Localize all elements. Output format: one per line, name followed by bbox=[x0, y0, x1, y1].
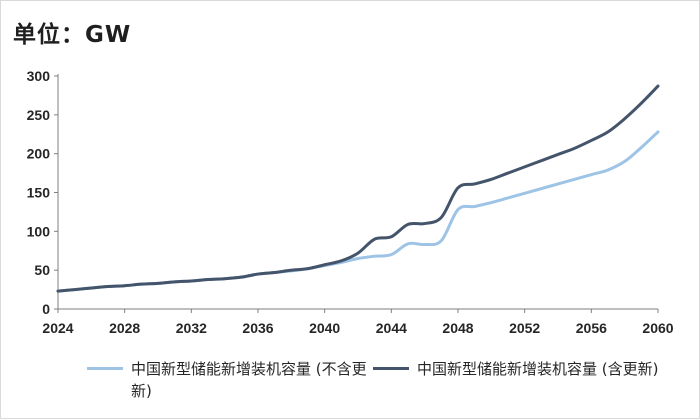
y-tick-label: 200 bbox=[27, 146, 51, 162]
x-tick-label: 2032 bbox=[176, 320, 207, 336]
series-line-excl-update bbox=[56, 130, 660, 293]
y-tick-label: 250 bbox=[27, 107, 51, 123]
series-lines bbox=[56, 84, 660, 293]
legend-swatch-incl bbox=[373, 367, 409, 370]
axes bbox=[54, 74, 659, 313]
y-tick-label: 150 bbox=[27, 185, 51, 201]
y-tick-label: 50 bbox=[34, 262, 50, 278]
legend-label-excl: 中国新型储能新增装机容量 (不含更新) bbox=[131, 360, 367, 400]
x-tick-label: 2056 bbox=[576, 320, 607, 336]
y-tick-label: 100 bbox=[27, 223, 51, 239]
x-tick-label: 2036 bbox=[242, 320, 273, 336]
y-tick-label: 300 bbox=[27, 68, 51, 84]
x-tick-label: 2052 bbox=[509, 320, 540, 336]
legend-swatch-excl bbox=[87, 367, 123, 370]
series-line-incl-update bbox=[56, 84, 660, 293]
x-tick-label: 2044 bbox=[376, 320, 407, 336]
legend-label-incl: 中国新型储能新增装机容量 (含更新) bbox=[417, 360, 659, 378]
x-tick-label: 2060 bbox=[642, 320, 673, 336]
x-tick-label: 2024 bbox=[42, 320, 73, 336]
x-tick-label: 2040 bbox=[309, 320, 340, 336]
x-tick-label: 2028 bbox=[109, 320, 140, 336]
x-tick-label: 2048 bbox=[442, 320, 473, 336]
tick-labels: 0 50 100 150 200 250 300 2024 2028 2032 2036 2040 20… bbox=[27, 68, 674, 336]
unit-label: 单位：GW bbox=[13, 22, 132, 48]
y-tick-label: 0 bbox=[42, 301, 50, 317]
